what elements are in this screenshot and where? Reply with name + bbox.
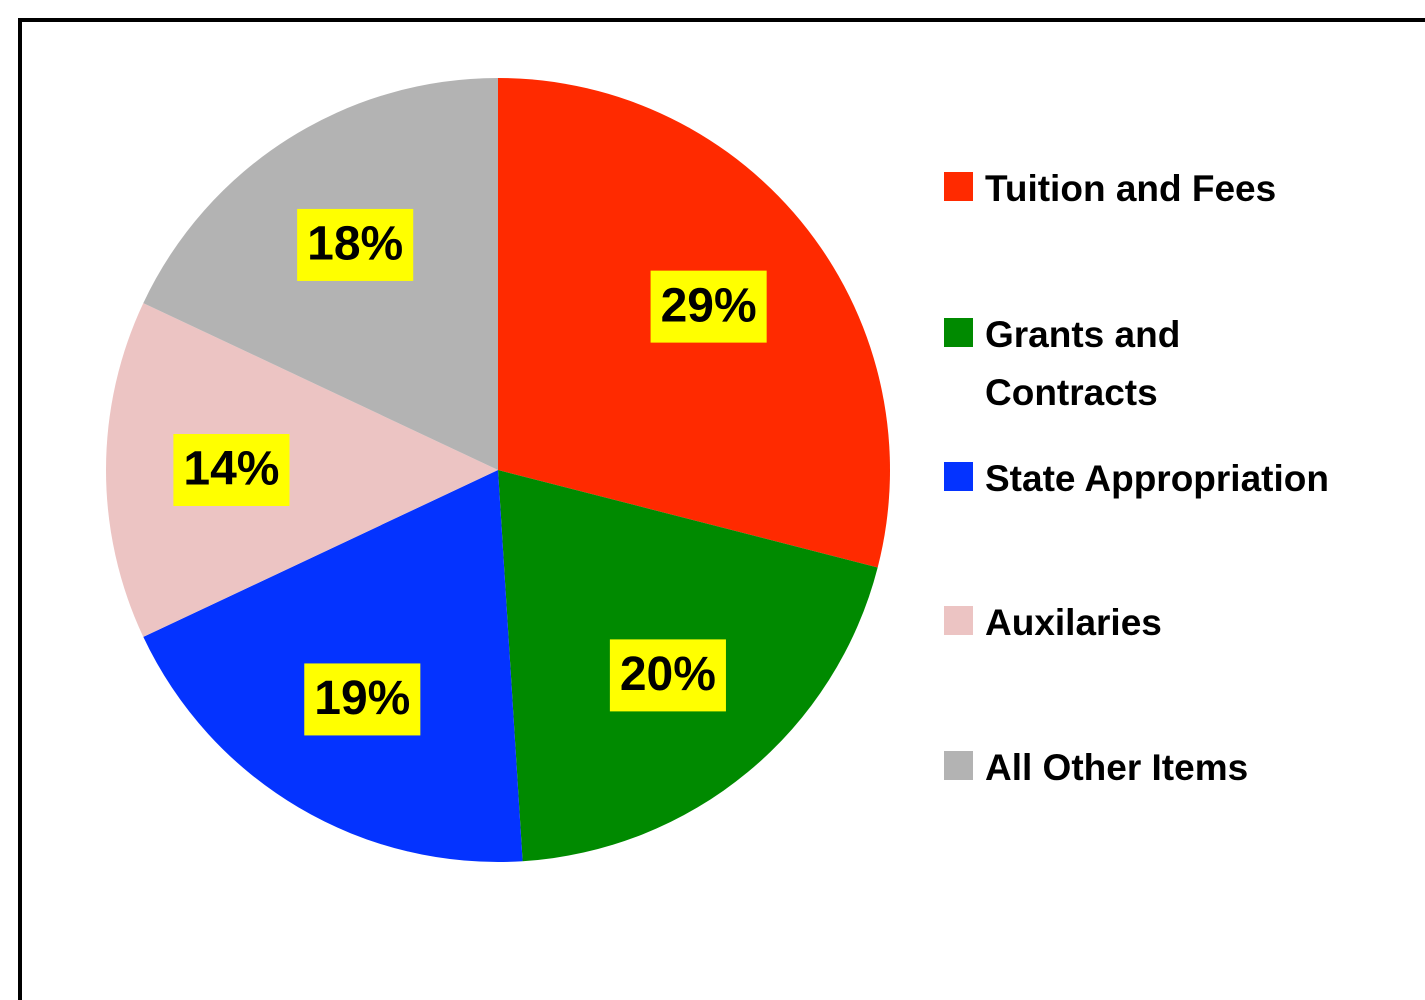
data-label: 14% — [173, 434, 290, 506]
data-label: 19% — [304, 663, 421, 736]
legend-item: Grants and Contracts — [944, 306, 1350, 422]
legend-swatch — [944, 751, 973, 780]
legend-item: All Other Items — [944, 739, 1350, 797]
data-label-bg — [304, 663, 421, 736]
data-label: 18% — [297, 208, 414, 281]
frame — [18, 18, 1425, 1000]
data-label-text: 14% — [183, 443, 279, 496]
data-label-bg — [173, 434, 290, 506]
data-label-text: 19% — [314, 672, 410, 725]
data-label-text: 18% — [307, 218, 403, 271]
data-label: 29% — [650, 270, 767, 343]
legend-label: Auxilaries — [985, 602, 1162, 643]
data-label-bg — [297, 208, 414, 281]
data-label-bg — [650, 270, 767, 343]
data-label: 20% — [609, 639, 726, 712]
legend-item: Auxilaries — [944, 594, 1350, 652]
data-label-text: 29% — [661, 279, 757, 332]
legend-item: Tuition and Fees — [944, 160, 1350, 218]
legend-swatch — [944, 172, 973, 201]
legend-swatch — [944, 462, 973, 491]
legend-label: State Appropriation — [985, 458, 1329, 499]
data-label-bg — [609, 639, 726, 712]
legend-item: State Appropriation — [944, 450, 1350, 508]
legend-label: All Other Items — [985, 747, 1249, 788]
legend-label: Grants and Contracts — [985, 314, 1181, 413]
data-label-text: 20% — [620, 648, 716, 701]
legend-swatch — [944, 318, 973, 347]
pie-slice — [105, 303, 498, 637]
legend-swatch — [944, 606, 973, 635]
legend-label: Tuition and Fees — [985, 168, 1277, 209]
